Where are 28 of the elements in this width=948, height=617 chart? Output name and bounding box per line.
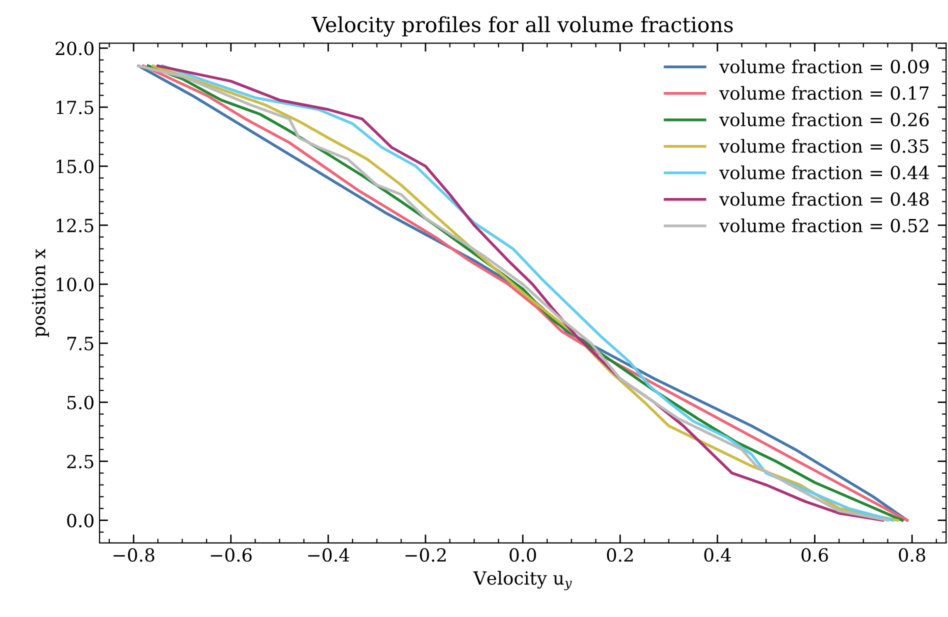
y-tick-label: 7.5 xyxy=(67,336,94,350)
y-tick-label: 2.5 xyxy=(67,454,94,468)
legend-label: volume fraction = 0.17 xyxy=(719,86,929,100)
y-tick-label: 20.0 xyxy=(56,42,94,56)
x-tick-label: −0.4 xyxy=(308,548,350,562)
chart-title: Velocity profiles for all volume fractions xyxy=(312,16,733,37)
x-tick-label: −0.2 xyxy=(406,548,446,562)
legend-label: volume fraction = 0.48 xyxy=(719,192,929,206)
y-tick-label: 10.0 xyxy=(56,278,94,292)
x-tick-label: 0.8 xyxy=(898,548,926,562)
y-axis-title: position x xyxy=(32,248,49,338)
legend-label: volume fraction = 0.09 xyxy=(719,59,929,74)
legend-label: volume fraction = 0.44 xyxy=(719,165,929,180)
x-tick-label: 0.4 xyxy=(704,548,731,562)
y-tick-label: 0.0 xyxy=(67,514,94,528)
x-axis-title: Velocity u$_{y}$ xyxy=(473,570,572,590)
y-tick-label: 5.0 xyxy=(68,396,94,410)
y-tick-label: 17.5 xyxy=(56,100,94,114)
y-tick-label: 15.0 xyxy=(56,160,94,174)
legend-label: volume fraction = 0.35 xyxy=(719,138,928,153)
x-tick-label: 0.6 xyxy=(802,548,828,562)
y-tick-label: 12.5 xyxy=(56,218,94,232)
legend-label: volume fraction = 0.52 xyxy=(719,218,928,232)
x-tick-label: −0.8 xyxy=(114,548,154,562)
legend-label: volume fraction = 0.26 xyxy=(719,112,929,126)
x-tick-label: 0.2 xyxy=(606,548,633,562)
x-tick-label: −0.6 xyxy=(210,548,252,562)
x-tick-label: 0.0 xyxy=(510,548,536,562)
